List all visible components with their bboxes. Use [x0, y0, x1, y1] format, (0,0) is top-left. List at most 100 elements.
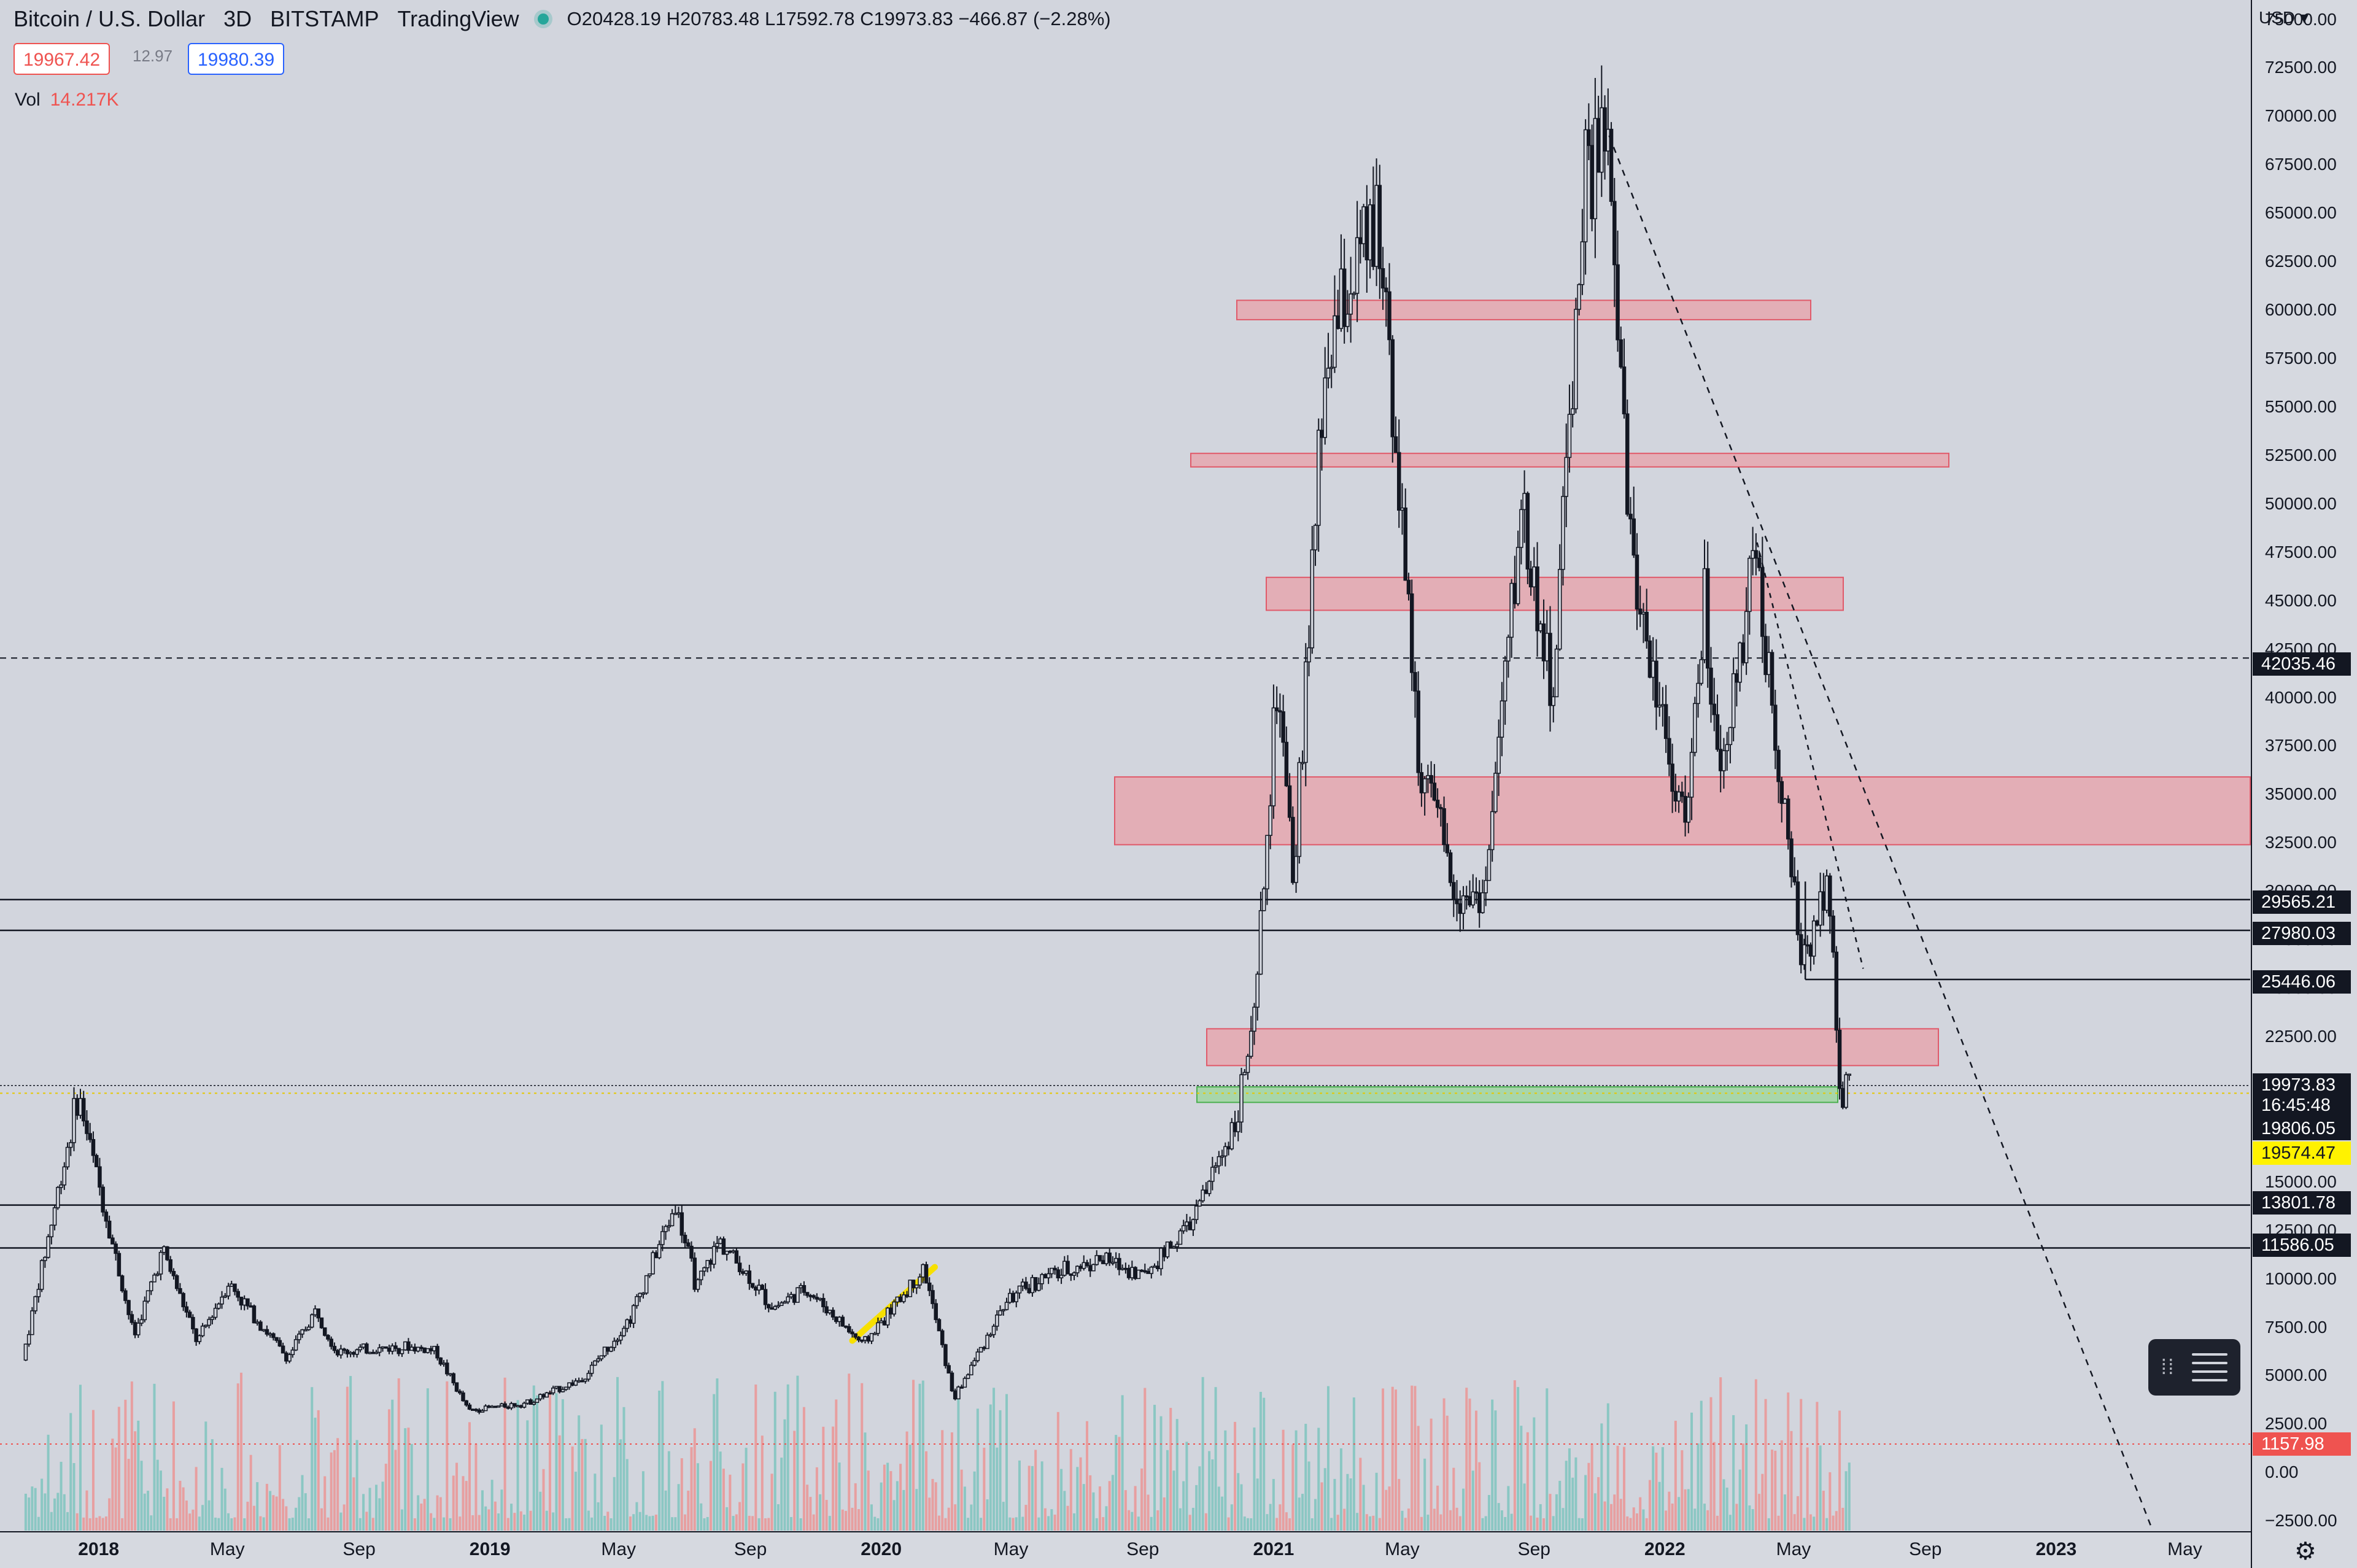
candle-body [1776, 749, 1781, 782]
candle-body [480, 1410, 485, 1413]
volume-bar [256, 1482, 259, 1531]
settings-gear-icon[interactable]: ⚙ [2294, 1538, 2316, 1565]
volume-bar [298, 1497, 301, 1531]
volume-bar [1066, 1505, 1069, 1531]
buy-button[interactable]: 19980.39 [188, 43, 285, 75]
volume-bar [1037, 1517, 1040, 1531]
volume-bar [95, 1518, 98, 1531]
symbol-title[interactable]: Bitcoin / U.S. Dollar [14, 6, 206, 31]
volume-bar [1678, 1497, 1681, 1531]
candle-body [1291, 817, 1295, 883]
volume-bar [1021, 1516, 1024, 1531]
volume-bar [452, 1475, 455, 1531]
volume-bar [1616, 1445, 1619, 1531]
sell-button[interactable]: 19967.42 [14, 43, 110, 75]
candle-body [702, 1267, 706, 1272]
candle-body [889, 1307, 893, 1315]
candle-body [962, 1378, 967, 1388]
drawing-tools-icon[interactable] [2192, 1353, 2228, 1381]
candle-body [1050, 1267, 1054, 1275]
candle-body [358, 1346, 363, 1351]
volume-bar [1128, 1510, 1131, 1531]
candle-body [1265, 835, 1269, 890]
volume-bar [918, 1383, 921, 1531]
volume-bar [1330, 1518, 1333, 1531]
candle-body [1445, 844, 1450, 854]
candle-body [1210, 1167, 1215, 1182]
candle-body [1738, 642, 1742, 683]
candle-body [1130, 1267, 1134, 1278]
candle-body [988, 1334, 993, 1337]
volume-bar [1606, 1403, 1609, 1531]
volume-bar [1632, 1507, 1635, 1531]
volume-bar [1121, 1395, 1124, 1531]
volume-legend[interactable]: Vol 14.217K [15, 90, 119, 110]
volume-bar [1008, 1517, 1012, 1531]
volume-bar [243, 1518, 246, 1531]
price-tag-19806: 19806.05 [2253, 1117, 2351, 1140]
candle-body [783, 1301, 787, 1304]
volume-bar [339, 1512, 343, 1531]
candle-body [448, 1373, 452, 1376]
candle-body [1245, 1056, 1250, 1073]
candle-body [1789, 838, 1794, 878]
volume-bar [1745, 1424, 1748, 1531]
candle-body [120, 1275, 125, 1292]
exchange-label: BITSTAMP [270, 6, 379, 31]
candle-body [876, 1322, 880, 1334]
bar-countdown: 16:45:48 [2253, 1094, 2351, 1117]
candle-body [1082, 1262, 1086, 1269]
drag-handle-icon[interactable]: ⁞⁞ [2161, 1355, 2175, 1379]
volume-bar [629, 1516, 632, 1531]
volume-bar [1629, 1518, 1632, 1531]
volume-bar [1034, 1450, 1037, 1531]
interval-label[interactable]: 3D [223, 6, 252, 31]
volume-bar [883, 1464, 886, 1531]
candle-body [290, 1350, 295, 1355]
price-scale-label: 10000.00 [2265, 1269, 2337, 1288]
volume-bar [166, 1488, 169, 1531]
time-scale-label: Sep [733, 1539, 767, 1559]
time-scale[interactable] [0, 1531, 2251, 1568]
time-scale-label: 2020 [861, 1539, 902, 1559]
candle-body [998, 1310, 1002, 1316]
candle-body [1487, 849, 1492, 881]
candle-body [233, 1283, 237, 1292]
candle-body [1535, 566, 1539, 631]
volume-bar [79, 1385, 82, 1531]
volume-bar [1172, 1470, 1175, 1531]
candle-body [1117, 1257, 1121, 1270]
volume-bar [1597, 1477, 1600, 1531]
volume-bar [1182, 1481, 1185, 1531]
volume-bar [513, 1513, 516, 1531]
candle-body [708, 1260, 713, 1265]
volume-bar [104, 1516, 107, 1531]
volume-bar [50, 1512, 53, 1531]
drawing-toolbar-widget[interactable]: ⁞⁞ [2148, 1339, 2240, 1396]
volume-bar [1227, 1517, 1230, 1531]
volume-bar [407, 1427, 410, 1531]
candle-body [30, 1310, 34, 1335]
volume-bar [870, 1504, 873, 1531]
volume-bar [645, 1515, 648, 1531]
volume-bar [738, 1502, 741, 1531]
volume-bar [925, 1451, 928, 1531]
volume-bar [519, 1511, 522, 1531]
candle-body [348, 1352, 353, 1354]
volume-bar [789, 1516, 792, 1531]
currency-selector[interactable]: USD ▾ [2259, 7, 2309, 28]
candle-body [1725, 744, 1729, 752]
source-label: TradingView [397, 6, 519, 31]
candle-body [609, 1346, 613, 1352]
candle-body [931, 1290, 935, 1304]
price-scale[interactable] [2251, 0, 2357, 1568]
volume-bar [1793, 1514, 1796, 1531]
time-scale-label: Sep [1909, 1539, 1942, 1559]
volume-bar [140, 1461, 143, 1531]
candle-body [528, 1399, 533, 1405]
volume-bar [1539, 1504, 1542, 1531]
volume-bar [1031, 1466, 1034, 1531]
volume-bar [986, 1499, 989, 1531]
candle-body [110, 1237, 115, 1245]
